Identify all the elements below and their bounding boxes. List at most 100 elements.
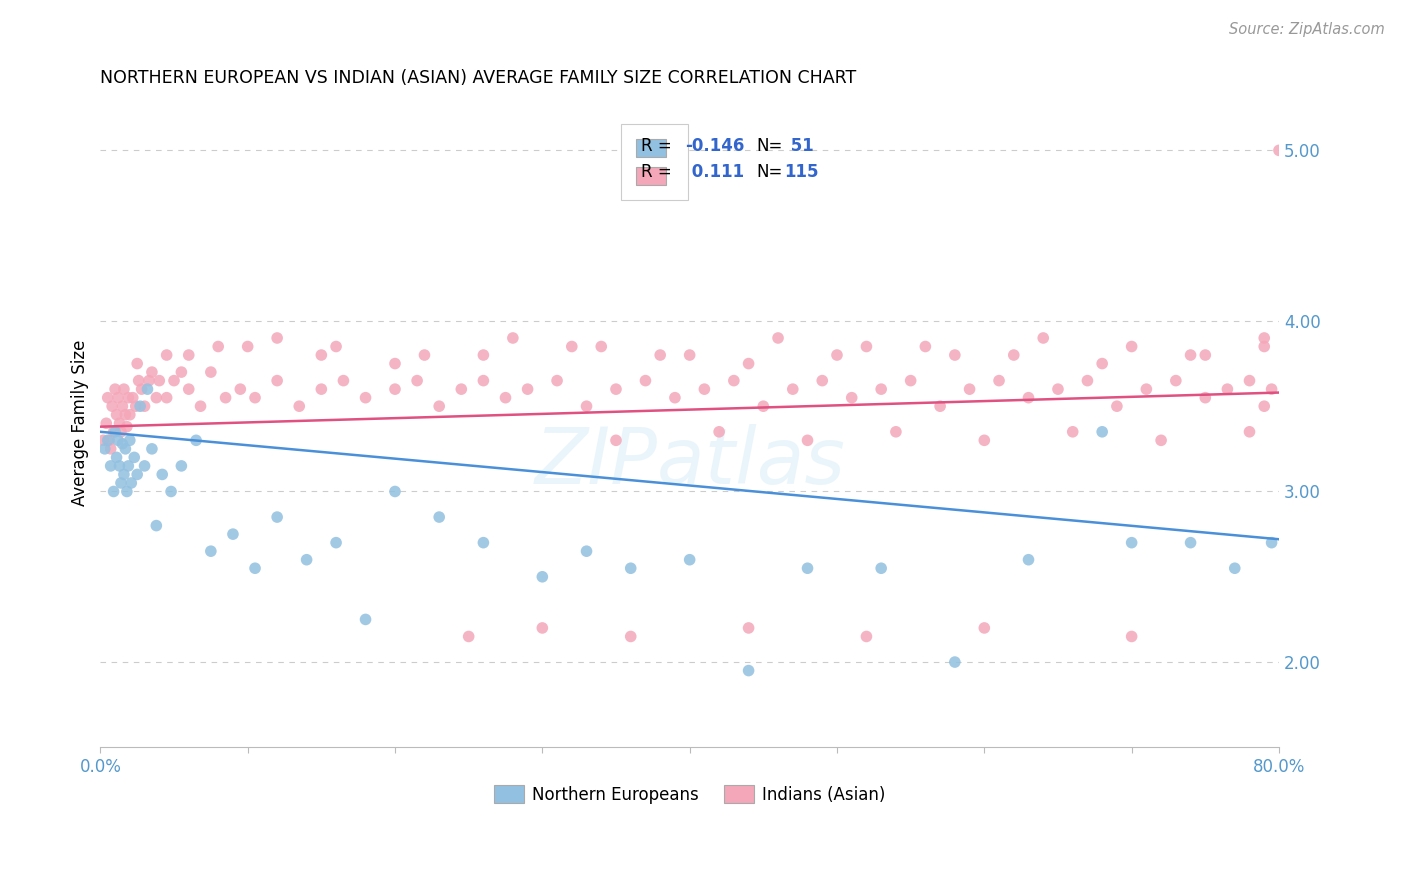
Point xyxy=(94,442,117,456)
Point xyxy=(311,382,333,396)
Point xyxy=(1216,382,1239,396)
Point xyxy=(766,331,789,345)
Point xyxy=(117,458,139,473)
Point xyxy=(354,612,377,626)
Point xyxy=(855,630,877,644)
Text: ZIPatlas: ZIPatlas xyxy=(534,425,845,500)
Point xyxy=(1260,382,1282,396)
Point xyxy=(125,399,148,413)
Point xyxy=(354,391,377,405)
Point xyxy=(973,434,995,448)
Point xyxy=(266,510,288,524)
Point xyxy=(450,382,472,396)
Point xyxy=(170,458,193,473)
Point xyxy=(1121,535,1143,549)
Point xyxy=(707,425,730,439)
Point xyxy=(127,467,149,482)
Point xyxy=(177,382,200,396)
Point xyxy=(107,391,129,405)
Point xyxy=(384,484,406,499)
Legend: Northern Europeans, Indians (Asian): Northern Europeans, Indians (Asian) xyxy=(486,779,893,810)
Point xyxy=(332,374,354,388)
Point xyxy=(325,339,347,353)
Point xyxy=(111,399,134,413)
Point xyxy=(384,382,406,396)
Point xyxy=(1164,374,1187,388)
Point xyxy=(737,357,759,371)
Point xyxy=(128,374,150,388)
Point xyxy=(605,382,627,396)
Point xyxy=(1253,339,1275,353)
Point xyxy=(664,391,686,405)
Point xyxy=(472,535,495,549)
Point xyxy=(1268,144,1291,158)
Point xyxy=(870,382,893,396)
Point xyxy=(111,436,134,450)
Point xyxy=(105,450,128,465)
Point xyxy=(855,339,877,353)
Point xyxy=(825,348,848,362)
Text: 51: 51 xyxy=(785,137,813,155)
Point xyxy=(427,510,450,524)
Point xyxy=(1018,552,1040,566)
Point xyxy=(811,374,834,388)
Point xyxy=(502,331,524,345)
Point xyxy=(103,484,125,499)
Point xyxy=(150,467,173,482)
Point xyxy=(959,382,981,396)
Point xyxy=(108,417,131,431)
Point xyxy=(1194,391,1216,405)
Point xyxy=(134,458,156,473)
Point xyxy=(723,374,745,388)
Point xyxy=(148,374,170,388)
Point xyxy=(575,399,598,413)
Point xyxy=(200,365,222,379)
Point xyxy=(160,484,183,499)
Point xyxy=(107,434,129,448)
Point xyxy=(841,391,863,405)
Point xyxy=(737,664,759,678)
Point xyxy=(118,434,141,448)
Point xyxy=(136,382,159,396)
Point xyxy=(145,391,167,405)
Point xyxy=(796,561,818,575)
Point xyxy=(112,467,135,482)
Point xyxy=(118,408,141,422)
Point xyxy=(97,434,120,448)
Point xyxy=(943,348,966,362)
Point xyxy=(531,570,554,584)
Point xyxy=(1253,399,1275,413)
Point xyxy=(101,399,124,413)
Point xyxy=(406,374,429,388)
Point xyxy=(207,339,229,353)
Point xyxy=(295,552,318,566)
Point xyxy=(650,348,672,362)
Point xyxy=(156,391,179,405)
Point xyxy=(1018,391,1040,405)
Point xyxy=(243,561,266,575)
Point xyxy=(156,348,179,362)
Point xyxy=(427,399,450,413)
Point xyxy=(1239,425,1261,439)
Point xyxy=(634,374,657,388)
Point xyxy=(141,442,163,456)
Point xyxy=(163,374,186,388)
Point xyxy=(472,348,495,362)
Point xyxy=(311,348,333,362)
Text: R =: R = xyxy=(641,163,676,181)
Point xyxy=(131,382,153,396)
Point xyxy=(100,442,122,456)
Point xyxy=(1260,535,1282,549)
Point xyxy=(1239,374,1261,388)
Point xyxy=(190,399,212,413)
Point xyxy=(97,391,120,405)
Point xyxy=(117,391,139,405)
Point xyxy=(1062,425,1084,439)
Point xyxy=(561,339,583,353)
Point xyxy=(104,382,127,396)
Point xyxy=(384,357,406,371)
Point xyxy=(127,357,149,371)
Point xyxy=(620,630,643,644)
Point xyxy=(782,382,804,396)
Point xyxy=(115,419,138,434)
